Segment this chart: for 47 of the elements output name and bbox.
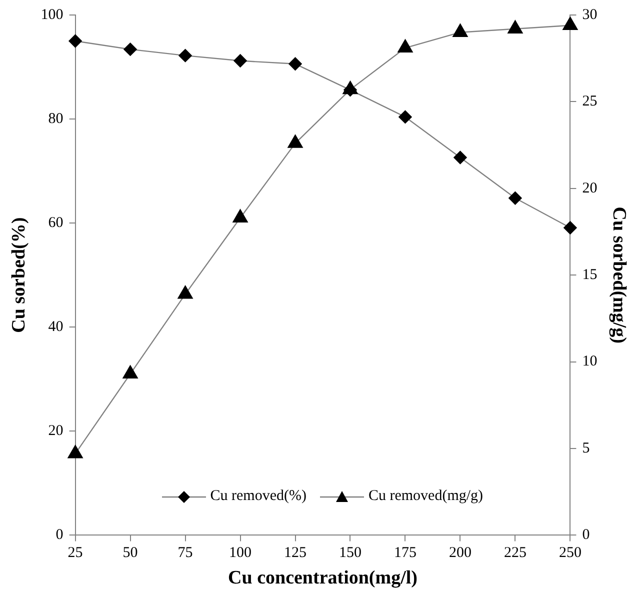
point <box>562 16 578 30</box>
y2-tick-label: 20 <box>582 180 598 196</box>
point <box>68 445 83 458</box>
point <box>452 24 468 37</box>
point <box>232 209 248 222</box>
point <box>454 150 467 164</box>
point <box>508 192 522 205</box>
y2-tick-label: 5 <box>582 440 590 456</box>
point <box>68 34 82 48</box>
x-tick-label: 75 <box>178 545 193 562</box>
x-tick-label: 175 <box>394 545 416 562</box>
x-axis-title: Cu concentration(mg/l) <box>228 568 418 589</box>
x-tick-label: 200 <box>448 545 472 562</box>
y2-axis-title: Cu sorbed(mg/g) <box>608 206 630 344</box>
y-tick-label: 0 <box>56 527 64 544</box>
point <box>124 42 137 56</box>
x-tick-label: 50 <box>122 545 138 562</box>
y-axis-title: Cu sorbed(%) <box>8 217 30 333</box>
point <box>398 39 413 53</box>
point <box>122 365 138 379</box>
point <box>342 80 358 94</box>
y2-tick-label: 0 <box>582 527 590 544</box>
x-tick-label: 100 <box>229 545 252 562</box>
x-tick-label: 150 <box>338 545 362 562</box>
point <box>398 110 412 124</box>
x-tick-label: 225 <box>504 545 526 562</box>
legend-label: Cu removed(mg/g) <box>368 488 484 506</box>
x-tick-label: 125 <box>284 545 307 562</box>
y-tick-label: 100 <box>40 6 64 23</box>
y-tick-label: 20 <box>48 423 64 440</box>
y2-tick-label: 10 <box>582 354 598 370</box>
point <box>564 221 577 234</box>
y-tick-label: 40 <box>48 319 64 336</box>
point <box>178 48 192 62</box>
y-tick-label: 60 <box>48 215 64 232</box>
point <box>508 20 523 34</box>
legend-label: Cu removed(%) <box>210 488 306 506</box>
x-tick-label: 25 <box>68 545 83 562</box>
y2-tick-label: 30 <box>582 6 598 23</box>
y2-tick-label: 15 <box>582 267 598 284</box>
point <box>234 54 247 68</box>
y2-tick-label: 25 <box>582 94 598 110</box>
point <box>288 134 303 148</box>
point <box>288 57 302 70</box>
y-tick-label: 80 <box>48 110 64 127</box>
point <box>178 286 193 299</box>
x-tick-label: 250 <box>558 545 582 562</box>
